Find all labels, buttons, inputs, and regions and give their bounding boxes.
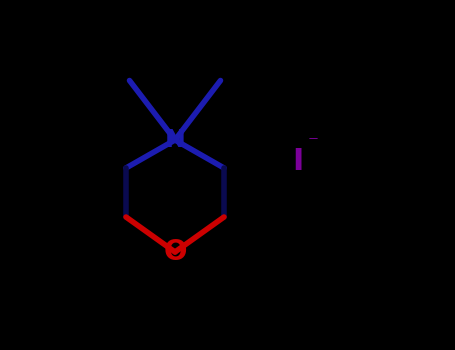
Text: ⁻: ⁻ <box>308 133 319 154</box>
Text: O: O <box>163 238 187 266</box>
Text: N: N <box>165 128 186 152</box>
Text: I: I <box>292 147 303 175</box>
